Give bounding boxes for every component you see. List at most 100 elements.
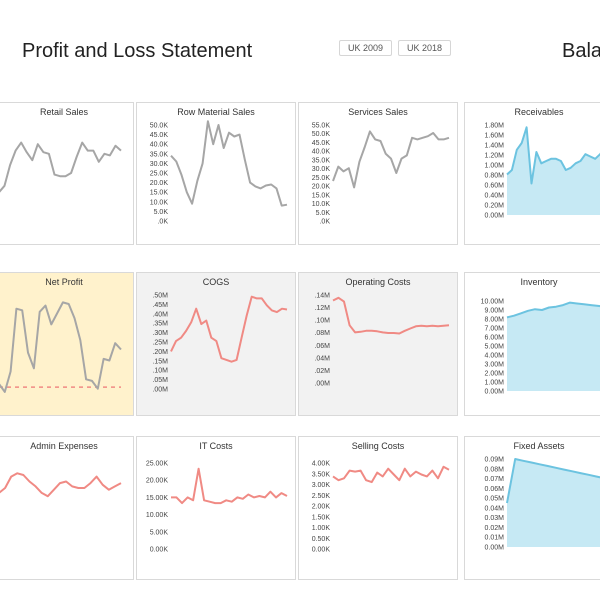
admin-expenses-point — [59, 482, 61, 484]
net-profit-panel[interactable]: Net Profit — [0, 272, 134, 416]
cogs-tick-label: .35M — [152, 321, 168, 328]
fixed-assets-point — [588, 474, 590, 476]
inventory-point — [562, 304, 564, 306]
services-sales-panel[interactable]: Services Sales 55.0K 50.0K 45.0K 40.0K 35.0K 3… — [298, 102, 458, 245]
admin-expenses-panel[interactable]: Admin Expenses — [0, 436, 134, 580]
balance-sheet-title: Bala — [562, 40, 600, 62]
receivables-point — [516, 149, 518, 151]
inventory-tick-label: 2.00M — [485, 371, 505, 378]
receivables-point — [531, 183, 533, 185]
fixed-assets-point — [531, 462, 533, 464]
inventory-point — [541, 309, 543, 311]
selling-costs-point — [448, 469, 450, 471]
row-material-sales-tick-label: 35.0K — [150, 151, 169, 158]
operating-costs-tick-label: .02M — [314, 368, 330, 375]
retail-sales-point — [42, 151, 44, 153]
inventory-tick-label: 8.00M — [485, 317, 505, 324]
operating-costs-chart: .14M .12M .10M .08M .06M .04M .02M .00M — [314, 293, 450, 388]
services-sales-point — [427, 135, 429, 137]
receivables-tick-label: 1.40M — [485, 143, 505, 150]
fixed-assets-series-line — [506, 458, 600, 504]
cogs-point — [195, 308, 197, 310]
selling-costs-panel[interactable]: Selling Costs 4.00K 3.50K 3.00K 2.50K 2.00K 1.… — [298, 436, 458, 580]
retail-sales-point — [103, 153, 105, 155]
net-profit-point — [120, 349, 122, 351]
receivables-tick-label: 0.80M — [485, 173, 505, 180]
services-sales-point — [380, 140, 382, 142]
operating-costs-series-line — [332, 296, 450, 335]
inventory-tick-label: 3.00M — [485, 362, 505, 369]
tab-uk-2009[interactable]: UK 2009 — [339, 40, 393, 56]
receivables-point — [511, 169, 513, 171]
row-material-sales-panel[interactable]: Row Material Sales 50.0K 45.0K 40.0K 35.0K 30… — [136, 102, 296, 245]
it-costs-point — [187, 496, 189, 498]
services-sales-tick-label: 25.0K — [312, 175, 331, 182]
cogs-point — [200, 323, 202, 325]
services-sales-point — [343, 170, 345, 172]
operating-costs-title: Operating Costs — [345, 277, 411, 287]
retail-sales-point — [65, 175, 67, 177]
inventory-panel[interactable]: Inventory 10.00M 9.00M 8.00M 7.00M 6.00M 5.00M… — [464, 272, 600, 416]
retail-sales-point — [48, 153, 50, 155]
cogs-panel[interactable]: COGS .50M .45M .40M .35M .30M .25M .20M .15M .10M… — [136, 272, 296, 416]
retail-sales-point — [59, 175, 61, 177]
operating-costs-point — [437, 325, 439, 327]
retail-sales-series-line — [0, 141, 122, 193]
services-sales-point — [432, 132, 434, 134]
inventory-point — [583, 303, 585, 305]
services-sales-tick-label: 40.0K — [312, 149, 331, 156]
receivables-point — [545, 160, 547, 162]
fixed-assets-chart: 0.09M 0.08M 0.07M 0.06M 0.05M 0.04M 0.03M 0.02M… — [485, 457, 600, 552]
inventory-point — [576, 303, 578, 305]
operating-costs-point — [387, 332, 389, 334]
it-costs-tick-label: 0.00K — [150, 547, 169, 554]
net-profit-point — [68, 303, 70, 305]
selling-costs-tick-label: 2.00K — [312, 504, 331, 511]
inventory-tick-label: 0.00M — [485, 389, 505, 396]
row-material-sales-point — [212, 143, 214, 145]
operating-costs-panel[interactable]: Operating Costs .14M .12M .10M .08M .06M .04M.… — [298, 272, 458, 416]
cogs-tick-label: .10M — [152, 368, 168, 375]
selling-costs-point — [387, 468, 389, 470]
retail-sales-point — [87, 150, 89, 152]
fixed-assets-panel[interactable]: Fixed Assets 0.09M 0.08M 0.07M 0.06M 0.05M 0.0… — [464, 436, 600, 580]
retail-sales-point — [92, 150, 94, 152]
it-costs-panel[interactable]: IT Costs 25.00K 20.00K 15.00K 10.00K 5.00K 0.0… — [136, 436, 296, 580]
inventory-point — [534, 308, 536, 310]
row-material-sales-point — [276, 187, 278, 189]
operating-costs-point — [404, 330, 406, 332]
it-costs-point — [247, 494, 249, 496]
receivables-tick-label: 1.60M — [485, 133, 505, 140]
it-costs-point — [281, 492, 283, 494]
inventory-tick-label: 10.00M — [481, 299, 505, 306]
row-material-sales-tick-label: 20.0K — [150, 180, 169, 187]
fixed-assets-tick-label: 0.05M — [485, 496, 505, 503]
row-material-sales-tick-label: 25.0K — [150, 171, 169, 178]
inventory-tick-label: 6.00M — [485, 335, 505, 342]
receivables-point — [506, 174, 508, 176]
services-sales-point — [395, 172, 397, 174]
it-costs-tick-label: 10.00K — [146, 512, 169, 519]
admin-expenses-point — [96, 476, 98, 478]
cogs-point — [266, 304, 268, 306]
receivables-area — [507, 127, 600, 215]
cogs-tick-label: .30M — [152, 330, 168, 337]
services-sales-tick-label: 35.0K — [312, 157, 331, 164]
operating-costs-tick-label: .04M — [314, 355, 330, 362]
fixed-assets-tick-label: 0.02M — [485, 525, 505, 532]
operating-costs-point — [448, 324, 450, 326]
tab-uk-2018[interactable]: UK 2018 — [398, 40, 452, 56]
selling-costs-tick-label: 1.00K — [312, 525, 331, 532]
row-material-sales-point — [233, 136, 235, 138]
operating-costs-point — [338, 297, 340, 299]
it-costs-tick-label: 20.00K — [146, 478, 169, 485]
selling-costs-title: Selling Costs — [351, 441, 405, 451]
operating-costs-point — [360, 331, 362, 333]
operating-costs-point — [382, 331, 384, 333]
retail-sales-point — [9, 164, 11, 166]
retail-sales-panel[interactable]: Retail Sales — [0, 102, 134, 245]
row-material-sales-tick-label: .0K — [157, 219, 168, 226]
receivables-panel[interactable]: Receivables 1.80M 1.60M 1.40M 1.20M 1.00M 0.80… — [464, 102, 600, 245]
receivables-point — [570, 167, 572, 169]
cogs-chart: .50M .45M .40M .35M .30M .25M .20M .15M .10M .05M… — [152, 293, 288, 394]
